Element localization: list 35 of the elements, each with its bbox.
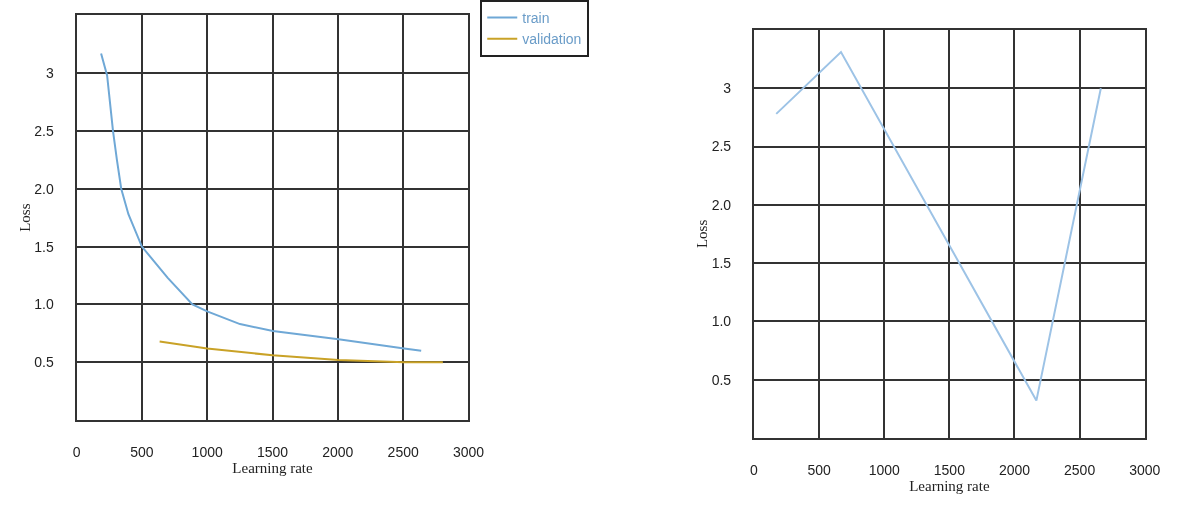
y-tick-label: 1.5	[34, 238, 54, 255]
y-tick-label: 2.0	[34, 180, 54, 197]
y-tick-label: 1.5	[711, 254, 732, 271]
x-tick-label: 1500	[933, 461, 966, 478]
x-axis-title: Learning rate	[909, 478, 990, 495]
y-tick-label: 1.0	[34, 296, 54, 313]
y-tick-label: 2.5	[34, 122, 54, 139]
x-tick-label: 2500	[387, 443, 419, 460]
x-tick-label: 0	[72, 443, 81, 460]
x-tick-label: 0	[750, 461, 759, 478]
y-tick-label: 3	[45, 64, 54, 81]
y-tick-label: 2.0	[711, 196, 732, 213]
y-tick-label: 1.0	[711, 313, 732, 330]
line-series	[100, 52, 423, 352]
x-tick-label: 2000	[322, 443, 354, 460]
y-tick-label: 0.5	[711, 371, 732, 388]
x-tick-label: 2500	[1064, 461, 1096, 478]
legend-label: validation	[522, 31, 582, 48]
x-tick-label: 1500	[256, 443, 289, 460]
y-axis-title: Loss	[17, 203, 34, 232]
y-tick-label: 3	[723, 80, 732, 97]
x-axis-title: Learning rate	[232, 460, 314, 477]
y-tick-label: 2.5	[711, 138, 732, 155]
x-tick-label: 2000	[998, 461, 1031, 478]
legend-label: train	[522, 10, 550, 27]
line-series	[775, 51, 1102, 402]
x-tick-label: 3000	[1129, 461, 1161, 478]
line-series	[158, 340, 444, 364]
x-tick-label: 1000	[868, 461, 901, 478]
x-tick-label: 500	[130, 443, 154, 460]
x-tick-label: 500	[807, 461, 831, 478]
y-tick-label: 0.5	[34, 354, 54, 371]
x-tick-label: 1000	[191, 443, 223, 460]
y-axis-title: Loss	[694, 219, 711, 249]
x-tick-label: 3000	[452, 443, 485, 460]
